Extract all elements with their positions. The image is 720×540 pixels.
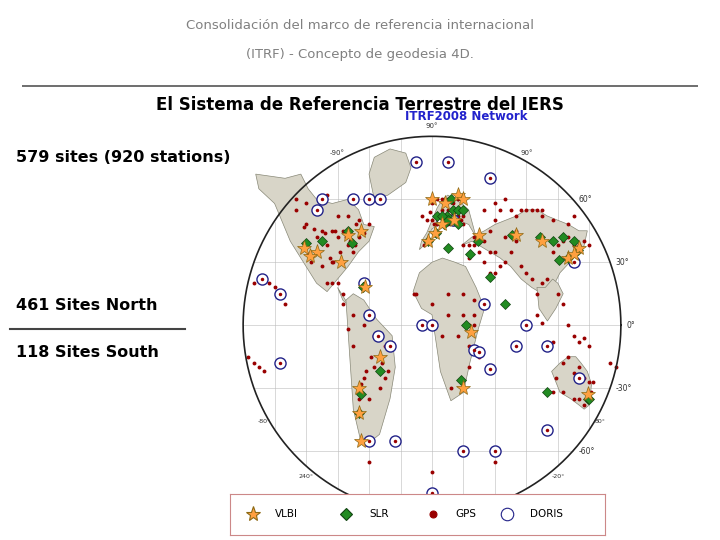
Polygon shape xyxy=(256,174,374,292)
Text: 60°: 60° xyxy=(578,195,592,204)
Text: 0°: 0° xyxy=(428,522,436,526)
Text: -60°: -60° xyxy=(578,447,595,456)
Text: 90°: 90° xyxy=(426,123,438,129)
Polygon shape xyxy=(369,149,411,199)
Text: -30°: -30° xyxy=(616,384,632,393)
Text: El Sistema de Referencia Terrestre del IERS: El Sistema de Referencia Terrestre del I… xyxy=(156,96,564,114)
Text: (ITRF) - Concepto de geodesia 4D.: (ITRF) - Concepto de geodesia 4D. xyxy=(246,48,474,60)
Text: 30°: 30° xyxy=(616,258,629,267)
Polygon shape xyxy=(552,357,592,409)
Polygon shape xyxy=(420,195,476,249)
Text: ITRF2008 Network: ITRF2008 Network xyxy=(405,110,527,123)
Text: -90°: -90° xyxy=(330,150,345,156)
Polygon shape xyxy=(462,210,588,294)
Text: GPS: GPS xyxy=(455,509,476,519)
Polygon shape xyxy=(537,279,563,321)
Text: 80°: 80° xyxy=(595,419,606,424)
Polygon shape xyxy=(413,258,485,401)
Circle shape xyxy=(243,136,621,514)
Text: 300°: 300° xyxy=(361,511,377,516)
Text: 0°: 0° xyxy=(626,321,635,330)
Text: -80°: -80° xyxy=(258,419,271,424)
Text: SLR: SLR xyxy=(369,509,388,519)
Polygon shape xyxy=(346,294,395,443)
Text: VLBI: VLBI xyxy=(275,509,298,519)
Text: 60°: 60° xyxy=(490,511,500,516)
Text: 240°: 240° xyxy=(299,474,314,478)
Polygon shape xyxy=(338,287,354,308)
Text: 118 Sites South: 118 Sites South xyxy=(16,345,159,360)
Text: 579 sites (920 stations): 579 sites (920 stations) xyxy=(16,150,230,165)
Text: 461 Sites North: 461 Sites North xyxy=(16,298,158,313)
Text: 90°: 90° xyxy=(520,150,533,156)
Text: -20°: -20° xyxy=(552,474,564,478)
Text: Consolidación del marco de referencia internacional: Consolidación del marco de referencia in… xyxy=(186,19,534,32)
Text: DORIS: DORIS xyxy=(530,509,563,519)
